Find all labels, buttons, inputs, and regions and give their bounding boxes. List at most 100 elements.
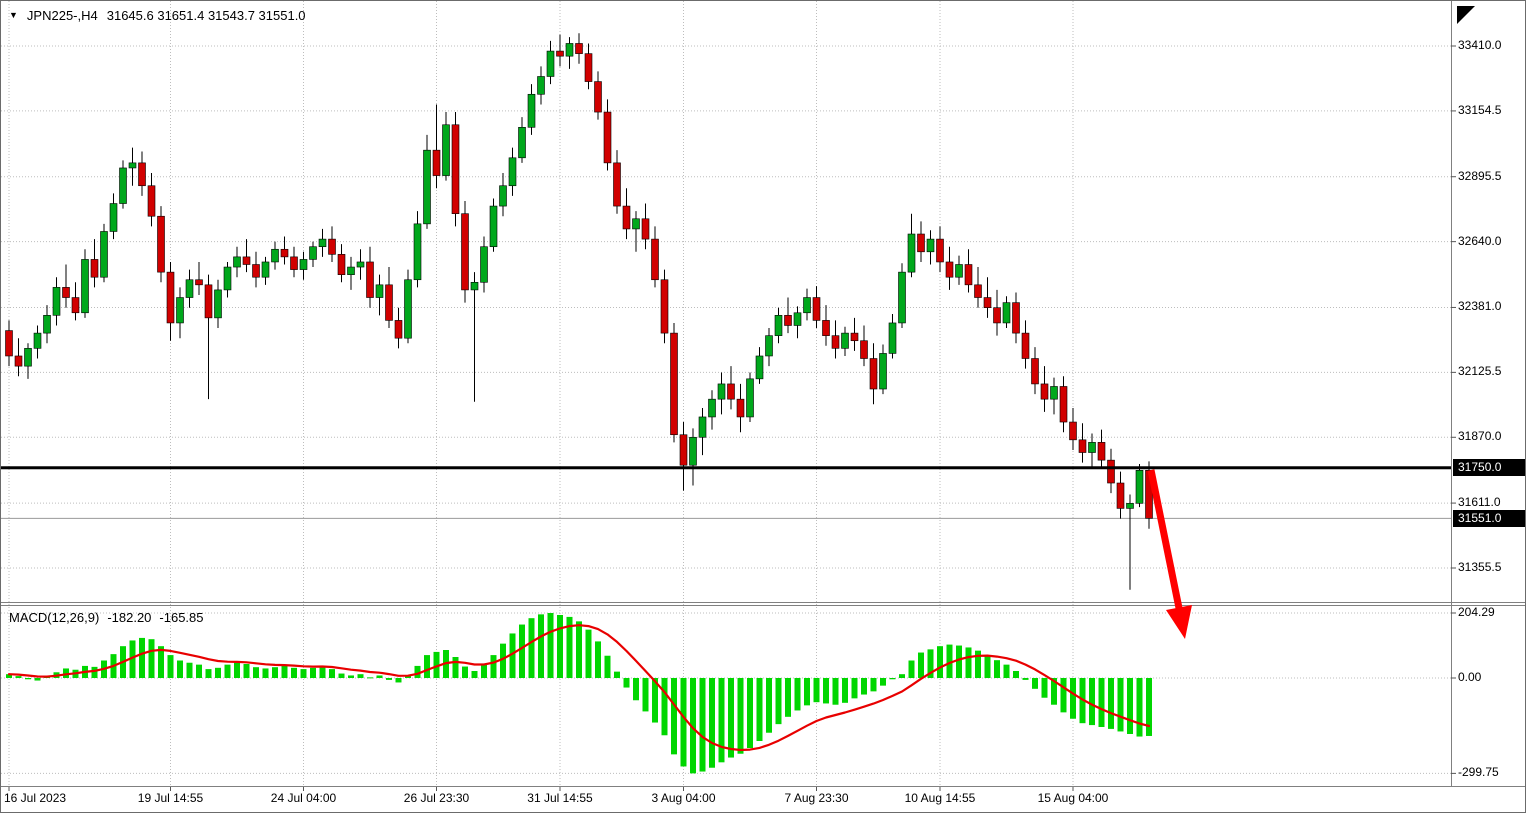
candle — [14, 355, 23, 367]
horizontal-line-31750[interactable] — [1, 466, 1451, 470]
candle — [508, 157, 517, 187]
candle — [128, 162, 137, 169]
macd-bar — [272, 667, 278, 678]
macd-bar — [557, 615, 563, 678]
macd-bar — [91, 666, 98, 678]
time-axis-label: 31 Jul 14:55 — [527, 791, 593, 805]
candle — [727, 383, 735, 400]
macd-bar — [1003, 664, 1010, 678]
macd-bar — [281, 665, 288, 678]
macd-bar — [243, 664, 250, 678]
macd-bar — [1013, 671, 1019, 678]
macd-bar — [1032, 678, 1038, 689]
candle — [1078, 439, 1087, 453]
macd-bar — [386, 678, 392, 680]
macd-bar — [728, 678, 734, 758]
macd-bar — [433, 651, 440, 678]
macd-bar — [690, 678, 696, 774]
candle — [176, 297, 184, 324]
macd-bar — [813, 678, 820, 703]
time-axis-label: 26 Jul 23:30 — [403, 791, 470, 805]
macd-bar — [395, 678, 402, 683]
macd-bar — [215, 667, 221, 678]
macd-bar — [25, 678, 31, 680]
candle — [1097, 442, 1106, 461]
macd-bar — [737, 678, 744, 754]
price-axis-label: 31611.0 — [1458, 495, 1501, 510]
chart-shift-marker[interactable] — [1457, 6, 1475, 24]
macd-bar — [462, 666, 468, 678]
candle — [280, 248, 289, 258]
candle — [803, 297, 811, 314]
time-axis[interactable]: 16 Jul 2023 19 Jul 14:55 24 Jul 04:00 26 Ju… — [1, 787, 1525, 812]
macd-bar — [595, 641, 601, 678]
candle — [879, 353, 887, 390]
candle — [451, 124, 460, 214]
macd-bar — [937, 646, 943, 678]
macd-bar — [1060, 678, 1067, 713]
candle — [594, 81, 602, 113]
candle — [556, 50, 564, 57]
candle — [461, 213, 469, 291]
macd-bar — [642, 678, 649, 712]
macd-bar — [291, 667, 297, 678]
candle — [689, 436, 697, 466]
candle — [698, 416, 707, 438]
candle — [385, 284, 393, 321]
macd-bar — [500, 643, 506, 678]
candle — [404, 279, 412, 339]
price-axis[interactable]: 33410.0 33154.5 32895.5 32640.0 32381.0 32125… — [1452, 1, 1525, 786]
macd-bar — [319, 665, 326, 678]
macd-bar — [6, 674, 12, 678]
candle — [394, 320, 403, 339]
macd-bar — [205, 669, 212, 678]
candle — [746, 378, 754, 418]
macd-bar — [680, 678, 687, 767]
candle — [204, 284, 213, 319]
candle — [993, 307, 1001, 324]
candle — [841, 332, 849, 349]
macd-bar — [889, 678, 896, 680]
macd-bar — [984, 655, 991, 678]
candle — [708, 398, 716, 418]
macd-bar — [975, 650, 981, 678]
macd-title: MACD(12,26,9) — [9, 610, 100, 625]
candle — [261, 261, 270, 278]
candle — [1069, 421, 1077, 441]
candle — [812, 297, 821, 321]
candle — [860, 340, 868, 359]
candle — [1002, 302, 1011, 324]
macd-bar — [956, 645, 962, 678]
macd-bar — [661, 678, 668, 736]
symbol-dropdown-icon[interactable]: ▼ — [9, 10, 18, 20]
candle — [784, 315, 792, 326]
macd-bar — [718, 678, 725, 763]
macd-bar — [671, 678, 677, 755]
macd-bar — [842, 678, 848, 703]
macd-bar — [300, 669, 307, 678]
arrow-head — [1166, 605, 1192, 639]
macd-signal-line — [7, 624, 1151, 752]
candle — [850, 332, 859, 342]
macd-bar — [614, 671, 620, 678]
macd-bar — [367, 677, 373, 679]
candle — [888, 322, 897, 354]
time-axis-label: 10 Aug 14:55 — [904, 791, 976, 805]
candle — [71, 297, 80, 314]
candle — [413, 223, 422, 281]
macd-bar — [747, 678, 753, 748]
candle — [195, 279, 203, 286]
macd-label: MACD(12,26,9) -182.20 -165.85 — [9, 610, 204, 625]
hline-price-box: 31750.0 — [1453, 459, 1525, 477]
candle — [1031, 358, 1039, 385]
down-arrow-annotation[interactable] — [1147, 469, 1192, 639]
macd-bar — [1098, 678, 1105, 727]
candle — [138, 162, 146, 187]
candle — [641, 218, 650, 240]
candle — [907, 233, 916, 273]
candle — [1012, 302, 1020, 334]
candle — [1116, 482, 1125, 509]
candle — [309, 246, 317, 260]
time-axis-label: 24 Jul 04:00 — [270, 791, 337, 805]
